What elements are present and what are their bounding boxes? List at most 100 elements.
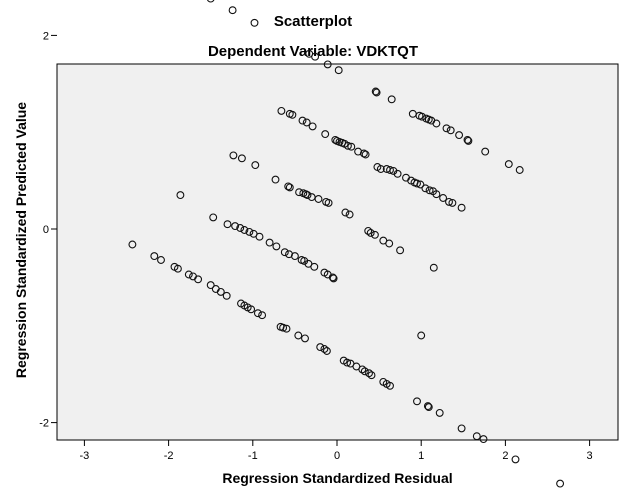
- data-point: [157, 256, 165, 264]
- data-point: [511, 455, 520, 464]
- data-point: [343, 358, 352, 367]
- data-point: [280, 248, 289, 257]
- data-point: [316, 343, 325, 352]
- data-point: [432, 190, 441, 199]
- data-point: [347, 142, 356, 151]
- data-point: [322, 347, 331, 355]
- data-point: [209, 213, 218, 222]
- data-point: [425, 186, 434, 195]
- data-point: [324, 198, 333, 207]
- data-point: [279, 323, 288, 332]
- data-point: [240, 226, 249, 234]
- data-point: [150, 252, 159, 261]
- data-point: [439, 194, 448, 202]
- data-point: [231, 222, 240, 231]
- data-point: [432, 119, 441, 128]
- plot-area: [56, 63, 619, 441]
- y-tick-label: 2: [43, 30, 49, 42]
- data-point: [228, 6, 237, 15]
- data-point: [463, 135, 472, 144]
- data-point: [303, 191, 312, 200]
- data-point: [556, 479, 565, 488]
- data-point: [448, 198, 457, 207]
- data-point: [294, 331, 303, 340]
- data-point: [206, 281, 215, 290]
- data-point: [413, 179, 421, 188]
- data-point: [361, 150, 370, 159]
- data-point: [457, 424, 466, 433]
- y-tick-label: 0: [43, 224, 49, 236]
- data-point: [285, 183, 294, 192]
- x-tick-label: 3: [587, 450, 593, 462]
- data-point: [481, 147, 490, 156]
- data-point: [386, 166, 394, 174]
- data-point: [173, 264, 182, 273]
- data-point: [421, 184, 430, 193]
- data-point: [302, 118, 311, 127]
- data-point: [435, 408, 444, 417]
- data-point: [331, 135, 340, 144]
- data-point: [396, 246, 405, 255]
- data-point: [364, 226, 373, 235]
- data-point: [341, 208, 350, 217]
- data-point: [386, 381, 394, 390]
- data-points: [128, 0, 565, 488]
- data-point: [370, 230, 379, 239]
- data-point: [223, 220, 232, 229]
- data-point: [442, 124, 451, 133]
- data-point: [455, 131, 464, 140]
- data-point: [321, 130, 330, 139]
- data-point: [250, 18, 259, 27]
- data-point: [417, 331, 426, 340]
- data-point: [271, 175, 280, 184]
- data-point: [393, 169, 402, 178]
- data-point: [284, 182, 293, 191]
- data-point: [298, 116, 307, 125]
- data-point: [334, 66, 343, 75]
- data-point: [255, 232, 264, 241]
- data-point: [358, 365, 367, 374]
- data-point: [372, 88, 381, 97]
- data-point: [515, 166, 524, 174]
- data-point: [464, 136, 473, 145]
- data-point: [265, 238, 274, 247]
- x-axis: -3 -2 -1 0 1 2 3: [80, 440, 593, 462]
- data-point: [245, 227, 254, 236]
- data-point: [387, 95, 396, 104]
- data-point: [320, 345, 329, 353]
- data-point: [472, 432, 481, 441]
- data-point: [365, 369, 373, 378]
- x-axis-label: Regression Standardized Residual: [222, 470, 453, 486]
- x-tick-label: 2: [502, 450, 508, 462]
- data-point: [282, 324, 291, 333]
- data-point: [128, 240, 137, 249]
- chart-subtitle: Dependent Variable: VDKTQT: [207, 43, 419, 60]
- data-point: [413, 397, 421, 406]
- data-point: [360, 367, 369, 376]
- data-point: [385, 239, 394, 248]
- data-point: [479, 435, 488, 444]
- data-point: [416, 180, 425, 189]
- data-point: [423, 402, 432, 411]
- data-point: [253, 309, 262, 318]
- data-point: [314, 195, 323, 203]
- data-point: [418, 112, 426, 121]
- x-tick-label: 1: [418, 450, 424, 462]
- data-point: [216, 287, 225, 296]
- data-point: [424, 403, 433, 412]
- data-point: [290, 252, 299, 261]
- data-point: [323, 60, 332, 69]
- data-point: [310, 262, 319, 271]
- data-point: [236, 224, 245, 232]
- data-point: [445, 197, 453, 206]
- x-tick-label: -3: [80, 450, 90, 462]
- data-point: [446, 126, 455, 135]
- data-point: [258, 311, 267, 320]
- data-point: [277, 106, 286, 115]
- y-axis-label: Regression Standardized Predicted Value: [13, 101, 29, 379]
- data-point: [184, 270, 193, 279]
- data-point: [504, 160, 513, 169]
- data-point: [329, 274, 338, 283]
- data-point: [251, 161, 260, 170]
